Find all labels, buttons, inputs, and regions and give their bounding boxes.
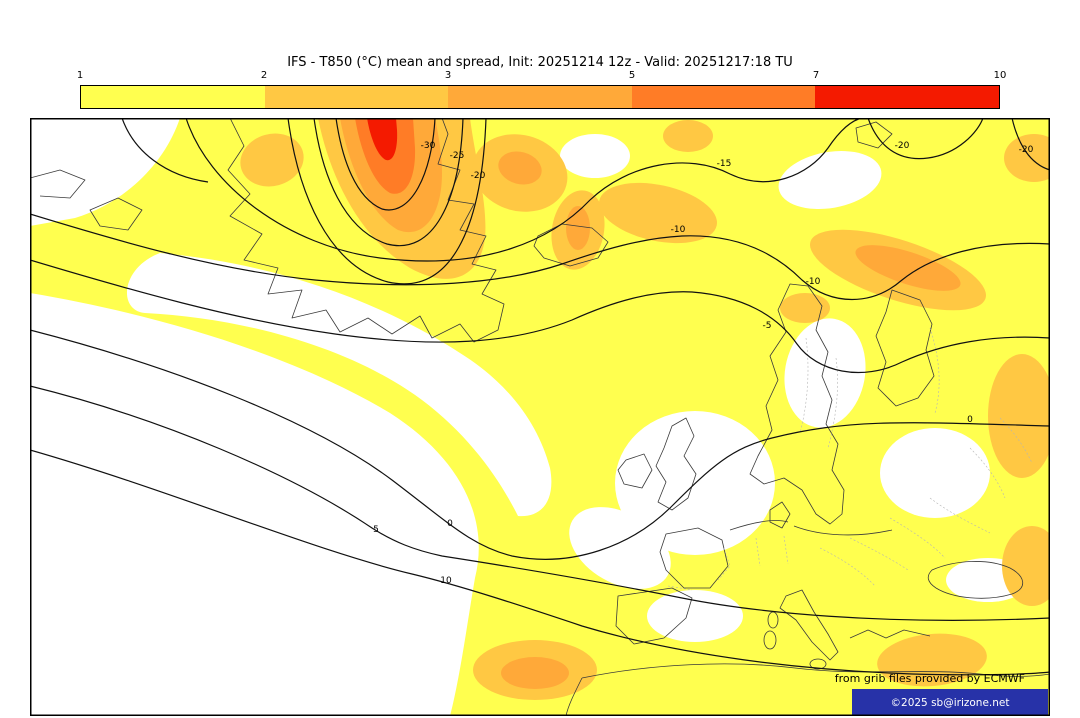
contour-label: -20: [895, 141, 910, 151]
colorbar-tick: 7: [812, 70, 820, 81]
map-frame: [30, 118, 1050, 716]
chart-title: IFS - T850 (°C) mean and spread, Init: 2…: [287, 55, 793, 70]
colorbar-tick: 2: [260, 70, 268, 81]
attribution: from grib files provided by ECMWF ©2025 …: [835, 672, 1048, 715]
ireland-coast: [617, 453, 653, 489]
contour-label: 0: [447, 519, 453, 529]
colorbar-ticks: 1 2 3 5 7 10: [76, 70, 1007, 84]
north-sea-baltic-coast: [729, 520, 893, 536]
contour-zero: [30, 329, 1050, 560]
contour-label: -20: [471, 171, 486, 181]
contour-minus5: [30, 259, 1050, 374]
britain-coast: [655, 417, 697, 511]
colorbar-tick: 1: [76, 70, 84, 81]
spread-colorbar: 1 2 3 5 7 10: [76, 70, 1007, 110]
contour-label: -20: [1019, 145, 1034, 155]
iberia-coast: [615, 587, 693, 645]
finland-coast: [875, 289, 935, 407]
political-borders: [667, 327, 1033, 591]
italy-coast: [779, 589, 839, 661]
colorbar-segment-4: [631, 86, 816, 108]
scandinavia-coast: [749, 283, 845, 525]
contour-label: -10: [671, 225, 686, 235]
mean-contours: [30, 118, 1050, 676]
contour-minus30-greenland: [335, 118, 436, 211]
contour-label: -10: [806, 277, 821, 287]
contour-labels: -20 -25 -30 -15 -10 -10 -5 -20 -20 0 0 5…: [373, 141, 1033, 586]
contour-minus25-greenland: [313, 118, 464, 247]
map-panel: -20 -25 -30 -15 -10 -10 -5 -20 -20 0 0 5…: [30, 118, 1050, 716]
contour-minus15: [185, 118, 863, 262]
coastlines: [30, 118, 1050, 716]
contour-label: 5: [373, 525, 379, 535]
source-credit-text: from grib files provided by ECMWF: [835, 672, 1025, 685]
aegean-coast: [849, 629, 931, 639]
contour-label: 10: [440, 576, 452, 586]
colorbar-segment-1: [81, 86, 265, 108]
contour-label: -30: [421, 141, 436, 151]
copyright-badge: [852, 689, 1048, 715]
contour-label: -5: [763, 321, 772, 331]
greenland-coast: [227, 118, 505, 343]
iceland-coast: [533, 223, 609, 267]
sicily-coast: [809, 658, 827, 670]
north-africa-coast: [565, 663, 1050, 716]
denmark-coast: [769, 501, 791, 529]
sardinia-coast: [763, 630, 777, 650]
colorbar-bar: [80, 85, 1000, 109]
colorbar-segment-3: [448, 86, 632, 108]
colorbar-tick: 10: [993, 70, 1007, 81]
contour-minus10: [30, 213, 1050, 300]
contour-minus20-topright-1: [867, 118, 984, 160]
map-svg: -20 -25 -30 -15 -10 -10 -5 -20 -20 0 0 5…: [30, 118, 1050, 716]
contour-label: -25: [450, 151, 465, 161]
colorbar-tick: 3: [444, 70, 452, 81]
contour-plus5: [30, 385, 1050, 621]
colorbar-segment-2: [264, 86, 449, 108]
contour-minus20-topright-2: [1011, 118, 1050, 171]
colorbar-tick: 5: [628, 70, 636, 81]
contour-label: -15: [717, 159, 732, 169]
spread-fill-clear: [30, 118, 1030, 716]
spread-fill-level5: [367, 118, 398, 161]
france-coast: [659, 527, 729, 589]
contour-plus10: [30, 449, 1050, 676]
colorbar-segment-5: [815, 86, 999, 108]
contour-arc-topleft: [121, 118, 209, 183]
contour-label: 0: [967, 415, 973, 425]
copyright-text: ©2025 sb@irizone.net: [891, 697, 1010, 709]
arctic-islands-coast: [30, 121, 893, 231]
contour-minus20-greenland: [287, 118, 487, 285]
black-sea-coast: [927, 561, 1024, 599]
